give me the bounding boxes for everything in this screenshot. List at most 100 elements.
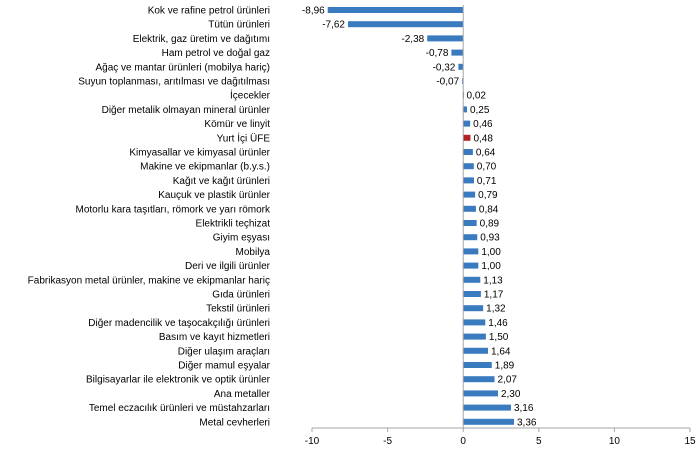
value-label: 0,71 bbox=[477, 176, 497, 187]
category-label: Tekstil ürünleri bbox=[206, 304, 270, 315]
category-label: Kimyasallar ve kimyasal ürünler bbox=[129, 148, 270, 159]
axes-group bbox=[311, 5, 691, 432]
x-tick-label: 10 bbox=[609, 436, 621, 447]
category-label: Elektrikli teçhizat bbox=[196, 219, 271, 230]
bar bbox=[463, 305, 484, 312]
category-label: Elektrik, gaz üretim ve dağıtımı bbox=[133, 34, 270, 45]
bar bbox=[463, 220, 477, 226]
bar bbox=[463, 120, 471, 127]
bar bbox=[463, 319, 486, 326]
bar bbox=[463, 134, 471, 141]
value-label: 0,79 bbox=[478, 190, 498, 201]
category-label: Yurt İçi ÜFE bbox=[217, 131, 271, 144]
value-label: 0,89 bbox=[480, 219, 500, 230]
value-label: 1,13 bbox=[483, 275, 503, 286]
bar bbox=[458, 63, 464, 70]
value-label: 0,93 bbox=[480, 233, 500, 244]
bar bbox=[463, 333, 486, 340]
bar bbox=[463, 191, 476, 198]
bar bbox=[463, 205, 476, 212]
bar bbox=[347, 21, 464, 28]
value-label: 0,70 bbox=[477, 162, 497, 173]
value-label: 1,64 bbox=[491, 346, 511, 357]
value-label: -2,38 bbox=[401, 34, 424, 45]
value-label: 1,17 bbox=[484, 290, 504, 301]
category-label: Kauçuk ve plastik ürünler bbox=[158, 190, 270, 201]
x-tick-label: 0 bbox=[460, 436, 466, 447]
category-label: Diğer madencilik ve taşocakçılığı ürünle… bbox=[88, 318, 270, 329]
category-labels-group: Kok ve rafine petrol ürünleri Tütün ürünl… bbox=[28, 6, 271, 429]
value-label: -0,78 bbox=[426, 48, 449, 59]
value-label: 1,50 bbox=[489, 332, 509, 343]
value-label: 1,32 bbox=[486, 304, 506, 315]
bar bbox=[463, 149, 473, 155]
x-tick-label: -10 bbox=[305, 436, 320, 447]
category-label: Ağaç ve mantar ürünleri (mobilya hariç) bbox=[95, 62, 270, 73]
value-label: 0,46 bbox=[473, 119, 493, 130]
value-label: 1,00 bbox=[481, 261, 501, 272]
bar bbox=[463, 177, 474, 184]
category-label: Diğer metalik olmayan mineral ürünler bbox=[102, 105, 271, 116]
value-label: 2,30 bbox=[501, 389, 521, 400]
bar bbox=[463, 418, 515, 425]
value-label: 0,48 bbox=[473, 133, 493, 144]
bar bbox=[463, 276, 481, 283]
bar bbox=[463, 291, 481, 297]
bars-group bbox=[327, 7, 515, 425]
category-label: Fabrikasyon metal ürünler, makine ve eki… bbox=[28, 275, 270, 286]
category-label: Metal cevherleri bbox=[199, 417, 270, 428]
value-label: 3,16 bbox=[514, 403, 534, 414]
value-label: 0,64 bbox=[476, 148, 496, 159]
value-label: -0,07 bbox=[436, 77, 459, 88]
category-label: Tütün ürünleri bbox=[208, 20, 270, 31]
bar bbox=[463, 106, 467, 113]
value-label: -0,32 bbox=[433, 62, 456, 73]
value-label: -7,62 bbox=[322, 20, 345, 31]
category-label: Giyim eşyası bbox=[213, 233, 270, 244]
category-label: Kömür ve linyit bbox=[204, 119, 270, 130]
bar bbox=[463, 390, 498, 397]
bar bbox=[463, 362, 492, 368]
category-label: Makine ve ekipmanlar (b.y.s.) bbox=[140, 162, 270, 173]
bar bbox=[463, 347, 488, 354]
tick-labels-group: -10 -5 0 5 10 15 bbox=[305, 436, 696, 447]
value-label: 0,25 bbox=[470, 105, 490, 116]
bar bbox=[463, 163, 474, 170]
category-label: Basım ve kayıt hizmetleri bbox=[159, 332, 270, 343]
category-label: Suyun toplanması, arıtılması ve dağıtılm… bbox=[78, 77, 270, 88]
bar bbox=[463, 376, 495, 383]
bar bbox=[463, 262, 479, 269]
value-label: -8,96 bbox=[302, 6, 325, 17]
value-label: 1,89 bbox=[495, 361, 515, 372]
value-label: 1,46 bbox=[488, 318, 508, 329]
category-label: Kok ve rafine petrol ürünleri bbox=[148, 6, 270, 17]
x-tick-label: 5 bbox=[536, 436, 542, 447]
category-label: İçecekler bbox=[230, 89, 271, 102]
category-label: Diğer mamul eşyalar bbox=[178, 361, 270, 372]
bar bbox=[327, 7, 464, 13]
bar bbox=[462, 78, 464, 84]
category-label: Temel eczacılık ürünleri ve müstahzarlar… bbox=[89, 403, 270, 414]
value-labels-group: -8,96 -7,62 -2,38-0,78 -0,32 -0,07 0,02 0,25 0,… bbox=[302, 6, 537, 429]
category-label: Bilgisayarlar ile elektronik ve optik ür… bbox=[86, 375, 271, 386]
category-label: Deri ve ilgili ürünler bbox=[185, 261, 271, 272]
value-label: 0,84 bbox=[479, 204, 499, 215]
value-label: 1,00 bbox=[481, 247, 501, 258]
x-tick-label: 15 bbox=[684, 436, 696, 447]
bar bbox=[451, 49, 464, 56]
bar bbox=[463, 234, 478, 241]
category-label: Ana metaller bbox=[214, 389, 271, 400]
category-label: Gıda ürünleri bbox=[212, 290, 270, 301]
value-label: 2,07 bbox=[497, 375, 517, 386]
category-label: Motorlu kara taşıtları, römork ve yarı r… bbox=[76, 204, 271, 215]
category-label: Diğer ulaşım araçları bbox=[178, 346, 270, 357]
bar bbox=[427, 35, 464, 42]
category-label: Mobilya bbox=[236, 247, 271, 258]
bar bbox=[463, 248, 479, 255]
value-label: 3,36 bbox=[517, 417, 537, 428]
bar bbox=[463, 404, 511, 411]
x-tick-label: -5 bbox=[383, 436, 392, 447]
value-label: 0,02 bbox=[467, 91, 487, 102]
category-label: Kağıt ve kağıt ürünleri bbox=[173, 176, 270, 187]
